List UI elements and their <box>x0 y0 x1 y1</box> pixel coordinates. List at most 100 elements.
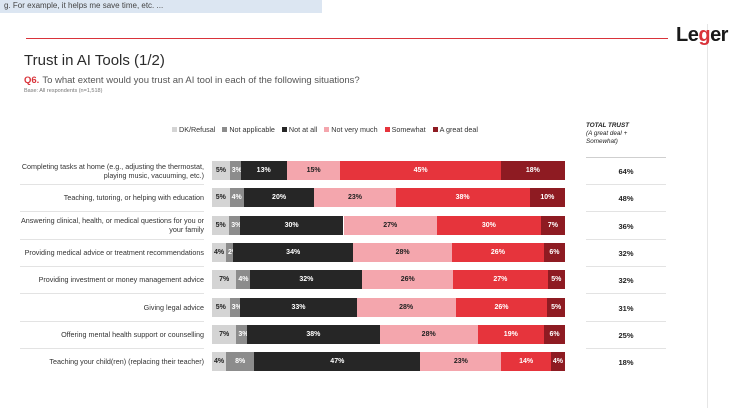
question-body: To what extent would you trust an AI too… <box>42 75 360 86</box>
legend-label: DK/Refusal <box>179 125 216 134</box>
bar-value-label: 4% <box>552 358 563 366</box>
bar-segment-not-at-all <box>233 242 354 262</box>
top-context-text: g. For example, it helps me save time, e… <box>4 1 164 10</box>
bar-segment-not-at-all <box>250 270 363 290</box>
total-trust-header: TOTAL TRUST (A great deal + Somewhat) <box>586 122 658 146</box>
bar-segment-not-at-all <box>246 324 380 344</box>
bar-value-label: 6% <box>549 248 560 256</box>
bar-value-label: 5% <box>215 167 226 174</box>
row-separator <box>20 320 204 322</box>
row-separator <box>20 184 204 185</box>
bar-value-label: 4% <box>213 358 225 366</box>
bar-segment-not-applicable <box>236 324 247 344</box>
total-separator <box>586 293 666 295</box>
total-trust-value: 18% <box>618 358 634 368</box>
bar-segment-a-great-deal <box>540 215 565 235</box>
top-context-strip: g. For example, it helps me save time, e… <box>0 0 322 13</box>
bar-segment-somewhat <box>501 352 551 372</box>
question-text: Q6. To what extent would you trust an AI … <box>24 75 360 86</box>
legend-item-somewhat: Somewhat <box>384 125 426 134</box>
bar-value-label: 7% <box>219 276 230 284</box>
bar-segment-not-very-much <box>356 297 456 317</box>
total-trust-value: 31% <box>618 303 634 313</box>
bar-value-label: 5% <box>551 276 562 284</box>
bar-segment-not-at-all <box>239 215 344 235</box>
legend-label: A great deal <box>439 125 478 134</box>
bar-value-label: 47% <box>330 358 345 366</box>
legend-item-not-at-all: Not at all <box>281 125 318 134</box>
legend-swatch <box>432 127 438 132</box>
total-trust-rule <box>586 157 666 158</box>
bar-value-label: 30% <box>481 221 496 229</box>
bar-value-label: 7% <box>219 330 230 338</box>
legend-item-dk-refusal: DK/Refusal <box>172 125 215 134</box>
total-trust-value: 25% <box>618 330 634 340</box>
category-label: Teaching, tutoring, or helping with educ… <box>63 193 204 203</box>
question-number: Q6. <box>24 75 40 86</box>
bar-segment-somewhat <box>436 215 541 235</box>
bar-segment-not-very-much <box>314 188 396 208</box>
header-rule <box>26 38 668 39</box>
category-label: Providing investment or money management… <box>38 275 204 285</box>
bar-segment-not-very-much <box>379 324 478 344</box>
bar-value-label: 4% <box>231 194 242 202</box>
legend-item-a-great-deal: A great deal <box>432 125 478 134</box>
total-separator <box>586 211 666 213</box>
bar-value-label: 5% <box>551 303 562 311</box>
total-trust-value: 32% <box>618 276 634 286</box>
bar-segment-dk-refusal <box>212 297 230 317</box>
legend-swatch <box>324 127 330 132</box>
legend-item-not-applicable: Not applicable <box>222 125 275 134</box>
legend-swatch <box>384 127 390 132</box>
total-trust-sub1: (A great deal + <box>586 130 628 137</box>
bar-segment-not-applicable <box>229 215 240 235</box>
bar-value-label: 3% <box>231 167 242 174</box>
bar-segment-somewhat <box>477 324 544 344</box>
bar-value-label: 32% <box>299 276 314 284</box>
bar-segment-somewhat <box>455 297 548 317</box>
bar-value-label: 15% <box>306 167 321 174</box>
total-separator <box>586 184 666 185</box>
total-trust-value: 32% <box>618 248 634 258</box>
bar-segment-not-very-much <box>420 352 502 372</box>
legend-label: Somewhat <box>391 125 426 134</box>
bar-segment-dk-refusal <box>212 324 237 344</box>
bar-value-label: 18% <box>525 167 540 174</box>
bar-segment-dk-refusal <box>212 270 237 290</box>
bar-segment-not-at-all <box>254 352 421 372</box>
legend-label: Not at all <box>288 125 318 134</box>
bar-value-label: 20% <box>272 194 287 202</box>
row-separator <box>20 211 204 213</box>
bar-segment-a-great-deal <box>544 324 565 344</box>
bar-segment-somewhat <box>453 270 548 290</box>
bar-value-label: 14% <box>519 358 534 366</box>
total-separator <box>586 347 666 349</box>
legend-label: Not very much <box>331 125 378 134</box>
bar-value-label: 38% <box>306 330 321 338</box>
category-label: Giving legal advice <box>143 302 204 312</box>
legend-label: Not applicable <box>229 125 275 134</box>
bar-value-label: 33% <box>291 303 306 311</box>
bar-segment-not-very-much <box>343 215 437 235</box>
total-trust-value: 36% <box>618 221 634 231</box>
bar-value-label: 27% <box>383 221 398 229</box>
total-separator <box>586 238 666 240</box>
bar-value-label: 27% <box>493 276 508 284</box>
bar-segment-not-very-much <box>353 242 453 262</box>
row-separator <box>20 347 204 349</box>
bar-segment-not-applicable <box>226 242 234 262</box>
bar-segment-not-applicable <box>229 297 241 317</box>
bar-segment-somewhat <box>340 161 501 180</box>
bar-segment-not-applicable <box>226 352 255 372</box>
bar-value-label: 2% <box>226 249 240 256</box>
bar-segment-a-great-deal <box>529 188 565 208</box>
legend-swatch <box>222 127 228 132</box>
bar-value-label: 28% <box>399 303 414 311</box>
bar-segment-a-great-deal <box>547 297 565 317</box>
bar-value-label: 26% <box>494 303 509 311</box>
row-separator <box>20 265 204 267</box>
bar-value-label: 28% <box>421 330 436 338</box>
bar-segment-not-applicable <box>229 161 241 180</box>
bar-segment-not-very-much <box>362 270 454 290</box>
base-note: Base: All respondents (n=1,518) <box>24 88 103 94</box>
